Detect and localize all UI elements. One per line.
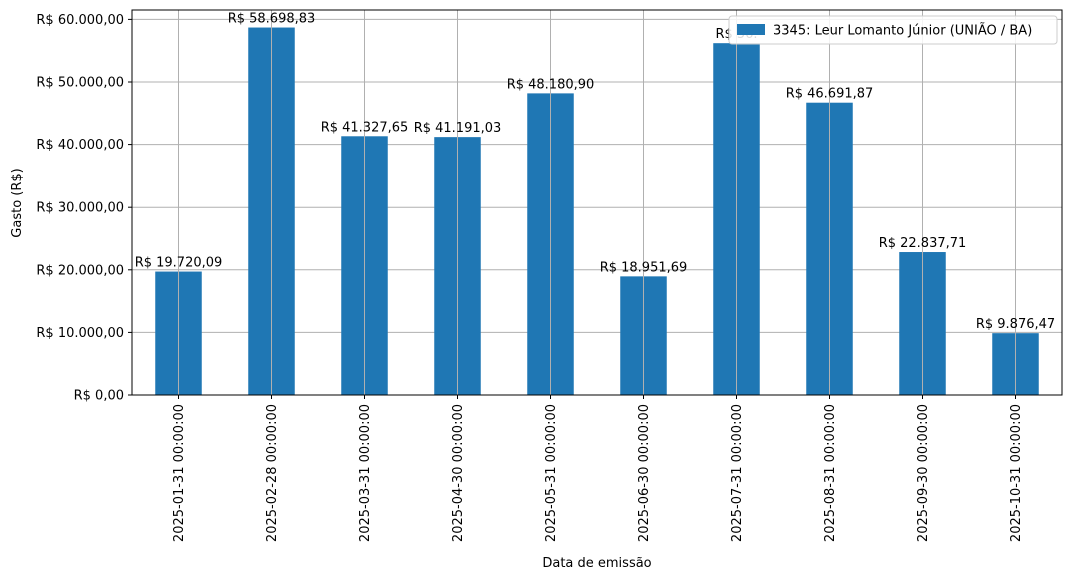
- x-tick-label: 2025-01-31 00:00:00: [172, 404, 187, 542]
- data-label: R$ 22.837,71: [879, 236, 967, 251]
- x-tick-label: 2025-10-31 00:00:00: [1009, 404, 1024, 542]
- x-tick-label: 2025-08-31 00:00:00: [823, 404, 838, 542]
- y-axis: R$ 0,00 R$ 10.000,00 R$ 20.000,00 R$ 30.000…: [36, 13, 132, 404]
- x-axis: 2025-01-31 00:00:00 2025-02-28 00:00:00 20…: [172, 395, 1024, 542]
- legend-box: [728, 15, 1058, 45]
- x-tick-label: 2025-02-28 00:00:00: [265, 404, 280, 542]
- y-tick-label: R$ 60.000,00: [36, 13, 124, 28]
- x-tick-label: 2025-06-30 00:00:00: [637, 404, 652, 542]
- x-tick-label: 2025-05-31 00:00:00: [544, 404, 559, 542]
- y-tick-label: R$ 20.000,00: [36, 263, 124, 278]
- x-axis-label: Data de emissão: [542, 556, 651, 571]
- data-label: R$ 58.698,83: [228, 12, 316, 27]
- y-axis-label: Gasto (R$): [10, 168, 25, 237]
- data-label: R$ 46.691,87: [786, 87, 874, 102]
- vertical-grid-lines: [178, 10, 1016, 395]
- data-label: R$ 19.720,09: [135, 256, 223, 271]
- data-labels: R$ 19.720,09 R$ 58.698,83 R$ 41.327,65 R$ 4…: [135, 12, 1055, 333]
- data-label: R$ 18.951,69: [600, 260, 688, 275]
- y-tick-label: R$ 10.000,00: [36, 326, 124, 341]
- x-tick-label: 2025-07-31 00:00:00: [730, 404, 745, 542]
- y-tick-label: R$ 0,00: [74, 389, 124, 404]
- legend-label: 3345: Leur Lomanto Júnior (UNIÃO / BA): [773, 23, 1032, 39]
- data-label: R$ 48.180,90: [507, 77, 595, 92]
- x-tick-label: 2025-03-31 00:00:00: [358, 404, 373, 542]
- data-label: R$ 41.191,03: [414, 121, 502, 136]
- legend-swatch: [737, 24, 765, 35]
- data-label: R$ 9.876,47: [976, 317, 1055, 332]
- legend: 3345: Leur Lomanto Júnior (UNIÃO / BA): [728, 15, 1058, 45]
- y-tick-label: R$ 30.000,00: [36, 201, 124, 216]
- x-tick-label: 2025-09-30 00:00:00: [916, 404, 931, 542]
- x-tick-label: 2025-04-30 00:00:00: [451, 404, 466, 542]
- data-label: R$ 41.327,65: [321, 120, 409, 135]
- plot-frame: [131, 9, 1063, 396]
- y-tick-label: R$ 40.000,00: [36, 138, 124, 153]
- y-tick-label: R$ 50.000,00: [36, 75, 124, 90]
